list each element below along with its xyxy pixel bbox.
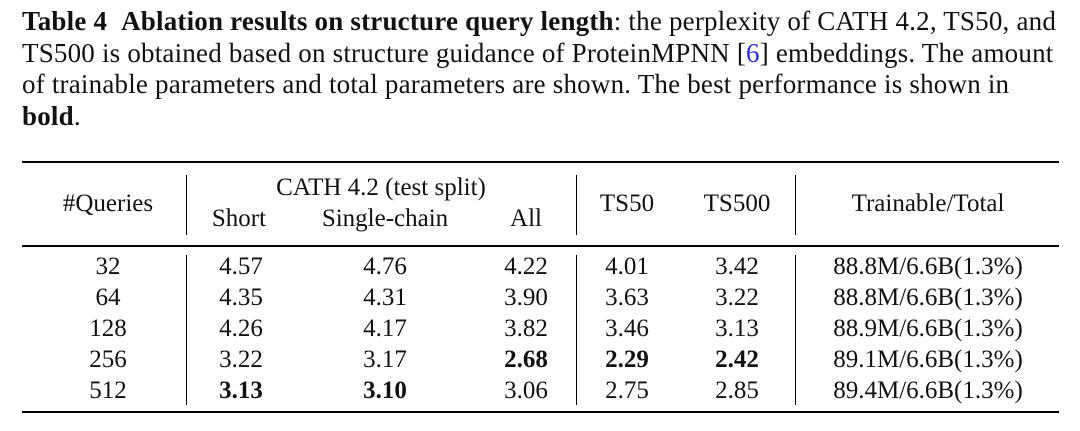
header-divider-2: [576, 175, 578, 235]
cell-queries: 256: [89, 346, 127, 373]
cell-ts50: 2.75: [605, 377, 649, 404]
cell-all: 2.68: [504, 346, 548, 373]
cell-all: 4.22: [504, 253, 548, 280]
cell-short: 3.13: [219, 377, 263, 404]
body-divider-1: [186, 255, 188, 405]
cell-ts500: 3.42: [715, 253, 759, 280]
cell-short: 4.26: [219, 315, 263, 342]
body-divider-2: [576, 255, 578, 405]
header-queries: #Queries: [62, 190, 154, 217]
cell-queries: 64: [95, 284, 121, 311]
cell-single-chain: 3.10: [363, 377, 407, 404]
header-divider-3: [795, 175, 797, 235]
cell-trainable-total: 89.4M/6.6B(1.3%): [833, 377, 1023, 404]
cell-ts500: 3.22: [715, 284, 759, 311]
caption-text-1: : the perplexity of CATH 4.2, TS50, and …: [22, 6, 1057, 68]
cell-ts500: 2.42: [715, 346, 759, 373]
cell-single-chain: 4.31: [363, 284, 407, 311]
header-single-chain: Single-chain: [321, 205, 449, 232]
cell-trainable-total: 88.9M/6.6B(1.3%): [833, 315, 1023, 342]
table-top-rule: [22, 161, 1059, 163]
cell-ts500: 2.85: [715, 377, 759, 404]
header-short: Short: [211, 205, 267, 232]
header-cath-group: CATH 4.2 (test split): [276, 174, 486, 201]
cell-ts50: 4.01: [605, 253, 649, 280]
caption-bold-word: bold: [22, 100, 74, 131]
caption-label: Table 4: [22, 6, 108, 36]
cell-all: 3.06: [504, 377, 548, 404]
cell-ts50: 3.63: [605, 284, 649, 311]
caption-title: Ablation results on structure query leng…: [121, 6, 614, 36]
cell-queries: 512: [89, 377, 127, 404]
table-caption: Table 4 Ablation results on structure qu…: [22, 6, 1062, 132]
caption-text-2: ] embeddings. The amount of trainable pa…: [22, 37, 1054, 100]
cell-queries: 32: [95, 253, 121, 280]
cell-short: 4.57: [219, 253, 263, 280]
body-divider-3: [795, 255, 797, 405]
cell-trainable-total: 89.1M/6.6B(1.3%): [833, 346, 1023, 373]
cell-all: 3.82: [504, 315, 548, 342]
table-mid-rule: [22, 245, 1059, 247]
cell-queries: 128: [89, 315, 127, 342]
cell-ts50: 3.46: [605, 315, 649, 342]
cell-single-chain: 4.76: [363, 253, 407, 280]
header-divider-1: [186, 175, 188, 235]
table-bottom-rule: [22, 411, 1059, 413]
header-ts500: TS500: [703, 190, 771, 217]
cell-short: 4.35: [219, 284, 263, 311]
cell-ts500: 3.13: [715, 315, 759, 342]
cell-trainable-total: 88.8M/6.6B(1.3%): [833, 284, 1023, 311]
cell-all: 3.90: [504, 284, 548, 311]
cell-single-chain: 3.17: [363, 346, 407, 373]
caption-text-3: .: [73, 100, 81, 131]
header-trainable-total: Trainable/Total: [851, 190, 1005, 217]
cell-short: 3.22: [219, 346, 263, 373]
cell-single-chain: 4.17: [363, 315, 407, 342]
cell-trainable-total: 88.8M/6.6B(1.3%): [833, 253, 1023, 280]
header-ts50: TS50: [599, 190, 655, 217]
header-all: All: [510, 205, 542, 232]
cell-ts50: 2.29: [605, 346, 649, 373]
citation-link[interactable]: 6: [746, 37, 760, 68]
